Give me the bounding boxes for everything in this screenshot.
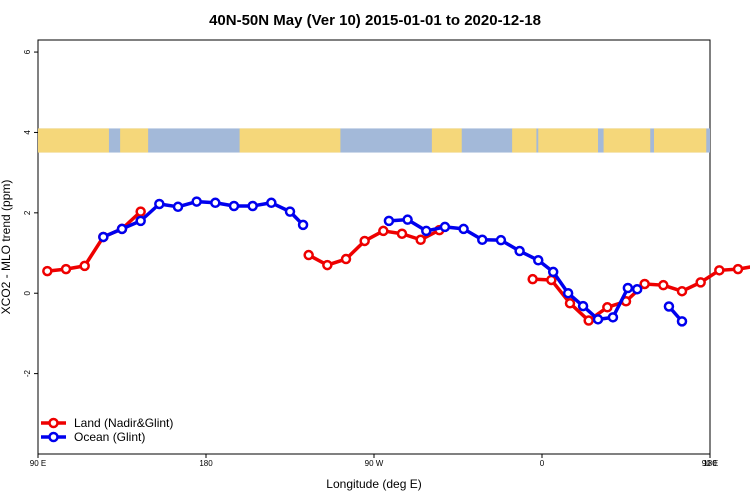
x-tick-label: 180 [199, 459, 213, 468]
data-point [79, 260, 90, 272]
data-point [116, 223, 128, 235]
chart-title: 40N-50N May (Ver 10) 2015-01-01 to 2020-… [209, 12, 541, 29]
data-point [135, 206, 146, 217]
x-axis-label: Longitude (deg E) [326, 477, 421, 491]
legend: Land (Nadir&Glint)Ocean (Glint) [41, 416, 173, 444]
series-line [532, 265, 750, 323]
data-point [602, 302, 613, 313]
plot-frame [37, 39, 711, 455]
data-point [732, 263, 744, 275]
data-point [658, 279, 669, 291]
y-tick-label: 2 [23, 210, 32, 215]
data-point [631, 283, 643, 295]
data-point [495, 234, 507, 246]
series-layer [42, 196, 750, 327]
data-point [639, 278, 650, 290]
data-point [577, 300, 589, 312]
data-point [266, 197, 277, 209]
data-point [622, 282, 634, 294]
y-tick-label: 4 [23, 130, 32, 135]
data-point [564, 298, 576, 309]
data-point [359, 235, 370, 247]
y-axis-label: XCO2 - MLO trend (ppm) [0, 180, 13, 315]
legend-marker [48, 431, 59, 443]
map-land [431, 128, 462, 153]
map-land [603, 128, 651, 153]
map-land [120, 128, 149, 153]
data-point [303, 249, 314, 261]
x-tick-label: 90 W [365, 459, 384, 468]
data-point [663, 301, 675, 312]
x-tick-label: 90 E [702, 459, 718, 468]
data-point [98, 231, 109, 243]
data-point [383, 215, 395, 227]
data-point [533, 255, 544, 266]
x-tick-label: 0 [540, 459, 545, 468]
legend-label: Land (Nadir&Glint) [74, 416, 173, 430]
data-point [527, 273, 538, 285]
data-point [676, 285, 688, 297]
x-tick-label: 180 [703, 459, 717, 468]
data-point [439, 221, 451, 233]
map-land [239, 128, 341, 153]
data-point [284, 206, 296, 217]
data-point [546, 274, 557, 286]
data-point [297, 219, 309, 231]
data-point [415, 234, 426, 246]
legend-marker [48, 417, 59, 429]
data-point [42, 265, 53, 277]
data-point [421, 225, 432, 237]
data-point [396, 228, 408, 239]
y-tick-label: -2 [23, 370, 32, 378]
data-point [458, 223, 469, 235]
data-point [514, 245, 525, 257]
data-point [714, 265, 725, 276]
data-point [172, 201, 184, 213]
data-point [154, 198, 165, 210]
data-point [322, 259, 333, 271]
data-point [583, 315, 594, 326]
y-axis: -2 0 2 4 6 [23, 49, 38, 377]
legend-label: Ocean (Glint) [74, 430, 145, 444]
data-point [210, 197, 221, 209]
data-point [547, 266, 559, 278]
series-land [42, 206, 750, 326]
map-land [512, 128, 537, 153]
data-point [477, 234, 488, 246]
data-point [402, 214, 413, 225]
data-point [562, 287, 574, 299]
map-land [538, 128, 598, 153]
y-tick-label: 0 [23, 290, 32, 295]
data-point [135, 215, 146, 227]
series-line [47, 210, 142, 273]
data-point [191, 196, 202, 207]
data-point [695, 277, 706, 288]
data-point [340, 253, 352, 265]
data-point [607, 312, 619, 323]
data-point [247, 200, 258, 212]
data-point [676, 316, 688, 327]
map-land [654, 128, 707, 153]
data-point [60, 263, 72, 275]
x-tick-label: 90 E [30, 459, 46, 468]
map-band [38, 128, 710, 153]
data-point [592, 314, 604, 325]
series-ocean [98, 196, 688, 327]
data-point [228, 200, 240, 212]
y-tick-label: 6 [23, 49, 32, 54]
map-land [38, 128, 109, 153]
data-point [378, 225, 389, 237]
